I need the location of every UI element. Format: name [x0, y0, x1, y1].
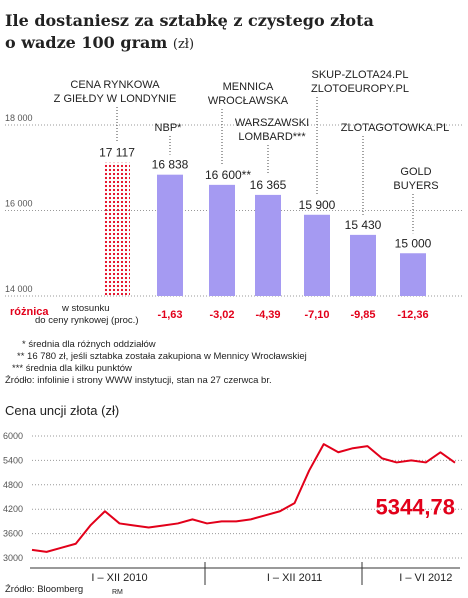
footnote: ** 16 780 zł, jeśli sztabka została zaku… [17, 351, 307, 362]
value-label: 15 000 [395, 236, 432, 250]
difference: -1,63 [157, 309, 182, 321]
category-label: SKUP-ZLOTA24.PL [312, 69, 409, 81]
y-tick-label: 14 000 [5, 284, 33, 294]
line [31, 443, 456, 553]
chart-title: o wadze 100 gram [5, 33, 167, 52]
unit: (zł) [173, 37, 194, 52]
difference-sublabel: do ceny rynkowej (proc.) [35, 315, 138, 326]
difference: -4,39 [255, 309, 280, 321]
y-tick-label: 4800 [3, 480, 23, 490]
source: Źródło: infolinie i strony WWW instytucj… [5, 375, 272, 386]
y-tick-label: 4200 [3, 504, 23, 514]
category-label: ZLOTAGOTOWKA.PL [341, 122, 449, 134]
category-label: Z GIEŁDY W LONDYNIE [54, 93, 177, 105]
value-label: 16 365 [250, 178, 287, 192]
category-label: MENNICA [223, 81, 274, 93]
difference-label: różnica [10, 306, 49, 318]
category-label: WROCŁAWSKA [208, 95, 289, 107]
footnote: * średnia dla różnych oddziałów [22, 339, 156, 350]
category-label: GOLD [400, 166, 431, 178]
difference: -12,36 [397, 309, 428, 321]
category-label: BUYERS [393, 180, 438, 192]
source: Źródło: Bloomberg [5, 584, 83, 595]
chart-title: Cena uncji złota (zł) [5, 403, 119, 418]
value-label: 5344,78 [375, 495, 455, 520]
x-tick-label: I – XII 2010 [91, 572, 147, 584]
category-label: WARSZAWSKI [235, 117, 309, 129]
category-label: NBP* [155, 122, 183, 134]
bar [157, 174, 183, 296]
chart-title: Ile dostaniesz za sztabkę z czystego zło… [5, 11, 374, 30]
y-tick-label: 6000 [3, 431, 23, 441]
value-label: 15 430 [345, 218, 382, 232]
category-label: ZLOTOEUROPY.PL [311, 83, 409, 95]
y-tick-label: 5400 [3, 455, 23, 465]
category-label: CENA RYNKOWA [70, 79, 160, 91]
difference: -3,02 [209, 309, 234, 321]
value-label: 15 900 [299, 198, 336, 212]
x-tick-label: I – XII 2011 [267, 572, 322, 584]
y-tick-label: 3600 [3, 529, 23, 539]
difference: -7,10 [304, 309, 329, 321]
value-label: 17 117 [99, 146, 135, 160]
bar [104, 162, 130, 296]
bar [255, 194, 281, 296]
category-label: LOMBARD*** [238, 131, 306, 143]
x-tick-label: I – VI 2012 [399, 572, 452, 584]
credit: RM [112, 589, 123, 596]
difference-sublabel: w stosunku [61, 303, 110, 314]
bar [209, 184, 235, 296]
bar [350, 234, 376, 296]
bar [400, 253, 426, 296]
value-label: 16 600** [205, 168, 251, 182]
y-tick-label: 16 000 [5, 199, 33, 209]
bar [304, 214, 330, 296]
difference: -9,85 [350, 309, 375, 321]
y-tick-label: 18 000 [5, 113, 33, 123]
value-label: 16 838 [152, 158, 189, 172]
y-tick-label: 3000 [3, 553, 23, 563]
footnote: *** średnia dla kilku punktów [12, 363, 132, 374]
chart-title: o wadze 100 gram (zł) [5, 33, 194, 52]
